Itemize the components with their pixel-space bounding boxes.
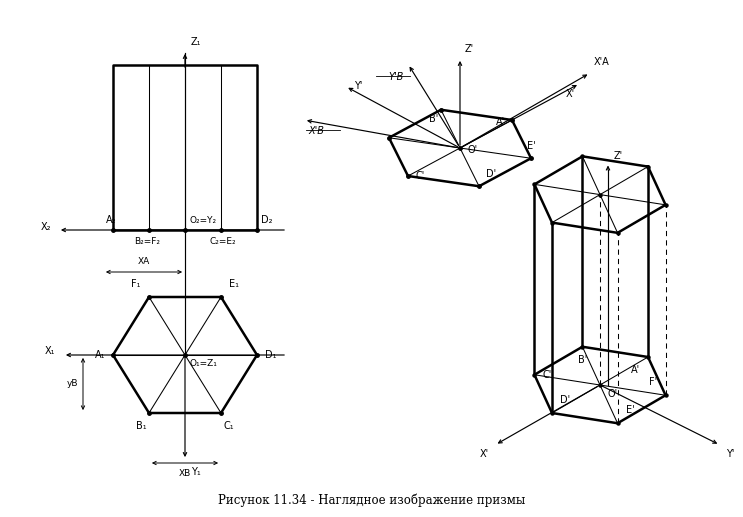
Text: Y': Y' <box>354 81 362 92</box>
Text: O₁=Z₁: O₁=Z₁ <box>189 359 217 368</box>
Text: Y₁: Y₁ <box>191 467 201 477</box>
Text: D': D' <box>560 395 570 405</box>
Text: F': F' <box>649 377 658 387</box>
Text: E': E' <box>527 141 536 151</box>
Text: Y': Y' <box>726 449 734 459</box>
Text: O': O' <box>467 145 477 155</box>
Text: Z₁: Z₁ <box>191 37 201 47</box>
Text: X': X' <box>565 88 574 99</box>
Text: X₁: X₁ <box>45 346 55 356</box>
Text: C': C' <box>415 171 424 181</box>
Text: B': B' <box>578 355 587 365</box>
Text: B₂=F₂: B₂=F₂ <box>134 237 160 246</box>
Text: XA: XA <box>138 257 150 266</box>
Text: A': A' <box>496 117 505 127</box>
Text: E': E' <box>626 405 635 415</box>
Text: A₂: A₂ <box>106 215 116 225</box>
Text: X'A: X'A <box>594 57 610 67</box>
Text: B₁: B₁ <box>136 421 146 431</box>
Text: Рисунок 11.34 - Наглядное изображение призмы: Рисунок 11.34 - Наглядное изображение пр… <box>218 493 525 507</box>
Text: yB: yB <box>67 379 78 388</box>
Text: C': C' <box>542 370 552 380</box>
Text: O': O' <box>608 389 618 399</box>
Text: C₁: C₁ <box>224 421 234 431</box>
Text: X₂: X₂ <box>41 222 51 232</box>
Text: X'B: X'B <box>308 126 324 136</box>
Text: A': A' <box>631 365 640 375</box>
Text: Z': Z' <box>614 150 623 161</box>
Text: F₁: F₁ <box>132 279 141 289</box>
Text: C₂=E₂: C₂=E₂ <box>210 237 236 246</box>
Text: D': D' <box>486 169 496 179</box>
Text: D₁: D₁ <box>265 350 276 360</box>
Text: D₂: D₂ <box>261 215 273 225</box>
Text: X': X' <box>480 449 489 459</box>
Text: Z': Z' <box>465 44 474 54</box>
Text: XВ: XВ <box>179 469 191 478</box>
Text: A₁: A₁ <box>94 350 105 360</box>
Text: Y'B: Y'B <box>389 72 404 82</box>
Text: E₁: E₁ <box>229 279 239 289</box>
Text: B': B' <box>429 114 438 124</box>
Text: O₂=Y₂: O₂=Y₂ <box>189 216 216 225</box>
